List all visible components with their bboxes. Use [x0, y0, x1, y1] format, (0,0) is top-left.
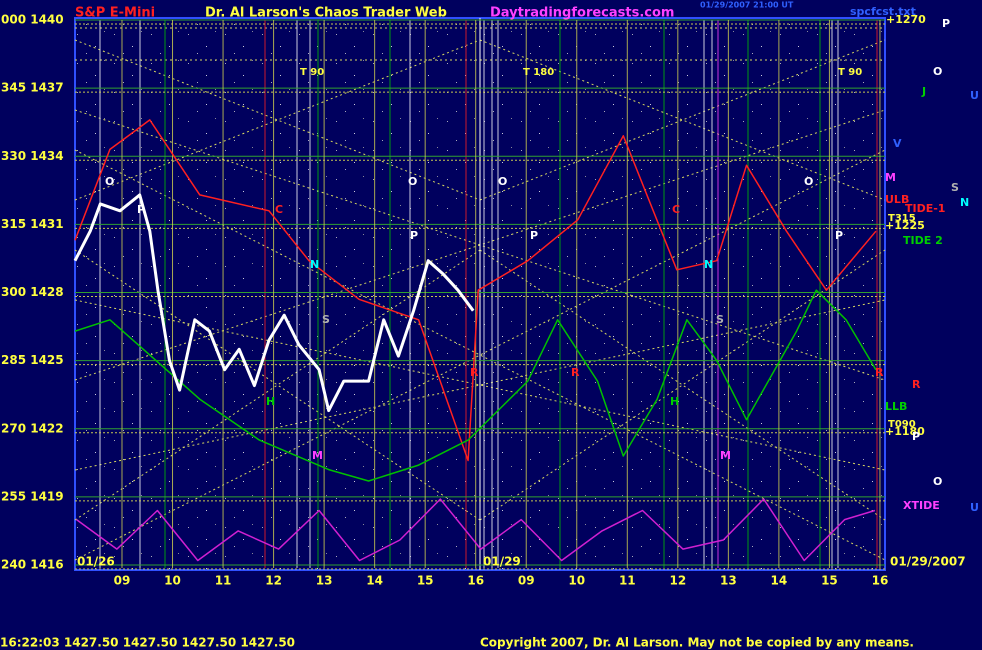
annotation: T315	[888, 213, 916, 224]
astro-line	[74, 149, 886, 561]
y-tick-label: 255 1419	[1, 489, 64, 503]
annotation: M	[720, 449, 731, 462]
annotation: P	[835, 229, 843, 242]
annotation: P	[912, 430, 920, 443]
annotation: T 180	[523, 67, 554, 78]
annotation: T 90	[300, 67, 324, 78]
annotation: N	[310, 258, 319, 271]
x-tick-label: 14	[366, 574, 383, 588]
annotation: C	[672, 203, 680, 216]
series-line	[73, 193, 475, 413]
x-tick-label: 16	[467, 574, 484, 588]
x-tick-label: 15	[821, 574, 838, 588]
annotation: +1270	[886, 13, 926, 26]
x-tick-label: 09	[114, 574, 131, 588]
annotation: ULB	[885, 193, 909, 206]
annotation: S&P E-Mini	[75, 6, 155, 21]
annotation: Daytradingforecasts.com	[490, 6, 674, 21]
annotation: O	[105, 175, 114, 188]
annotation: M	[885, 171, 896, 184]
series-line	[74, 289, 877, 482]
y-tick-label: 330 1434	[1, 149, 64, 163]
y-tick-label: 300 1428	[1, 285, 64, 299]
y-tick-label: 270 1422	[1, 421, 64, 435]
annotation: O	[408, 175, 417, 188]
annotation: N	[704, 258, 713, 271]
annotation: P	[410, 229, 418, 242]
annotation: T090	[888, 419, 916, 430]
y-tick-label: 000 1440	[1, 13, 64, 27]
annotation: 01/29/2007	[890, 555, 966, 569]
annotation: M	[312, 449, 323, 462]
astro-line	[479, 249, 886, 521]
annotation: R	[571, 366, 580, 379]
annotation: TIDE-1	[905, 202, 945, 215]
x-tick-label: 13	[720, 574, 737, 588]
annotation: S	[951, 181, 959, 194]
annotation: O	[933, 475, 942, 488]
annotation: U	[970, 501, 979, 514]
x-tick-label: 10	[568, 574, 585, 588]
annotation: 01/26	[77, 555, 115, 569]
annotation: R	[912, 378, 921, 391]
annotation: J	[921, 85, 926, 98]
x-tick-label: 14	[771, 574, 788, 588]
annotation: O	[498, 175, 507, 188]
annotation: Copyright 2007, Dr. Al Larson. May not b…	[480, 636, 914, 650]
annotation: R	[470, 366, 479, 379]
annotation: H	[670, 395, 679, 408]
annotation: 01/29/2007 21:00 UT	[700, 1, 794, 10]
x-tick-label: 12	[265, 574, 282, 588]
annotation: XTIDE	[903, 499, 940, 512]
annotation: T 90	[838, 67, 862, 78]
series-line	[74, 119, 877, 462]
annotation: +1180	[885, 425, 925, 438]
annotation: H	[266, 395, 275, 408]
astro-line	[74, 249, 481, 521]
astro-line	[74, 149, 886, 561]
x-tick-label: 11	[619, 574, 636, 588]
annotation: +1225	[885, 219, 925, 232]
x-tick-label: 12	[669, 574, 686, 588]
x-tick-label: 09	[518, 574, 535, 588]
annotation: P	[530, 229, 538, 242]
x-tick-label: 13	[316, 574, 333, 588]
x-tick-label: 16	[872, 574, 889, 588]
annotation: 16:22:03 1427.50 1427.50 1427.50 1427.50	[0, 636, 295, 650]
astro-line	[479, 249, 886, 521]
annotation: LLB	[885, 400, 907, 413]
x-tick-label: 15	[417, 574, 434, 588]
annotation: C	[275, 203, 283, 216]
annotation: R	[875, 366, 884, 379]
annotation: O	[804, 175, 813, 188]
annotation: N	[960, 196, 969, 209]
annotation: P	[942, 17, 950, 30]
annotation: S	[716, 313, 724, 326]
annotation: O	[933, 65, 942, 78]
y-tick-label: 240 1416	[1, 558, 64, 572]
y-tick-label: 285 1425	[1, 353, 64, 367]
annotation: TIDE 2	[903, 234, 943, 247]
y-tick-label: 345 1437	[1, 81, 64, 95]
y-tick-label: 315 1431	[1, 217, 64, 231]
annotation: S	[322, 313, 330, 326]
annotation: spcfcst.txt	[850, 5, 916, 18]
annotation: U	[970, 89, 979, 102]
decorations	[74, 18, 886, 570]
annotation: 01/29	[483, 555, 521, 569]
annotation: P	[137, 203, 145, 216]
annotation: Dr. Al Larson's Chaos Trader Web	[205, 6, 447, 21]
annotation: V	[893, 137, 902, 150]
astro-line	[74, 249, 481, 521]
x-tick-label: 10	[164, 574, 181, 588]
x-tick-label: 11	[215, 574, 232, 588]
series-line	[76, 498, 876, 562]
